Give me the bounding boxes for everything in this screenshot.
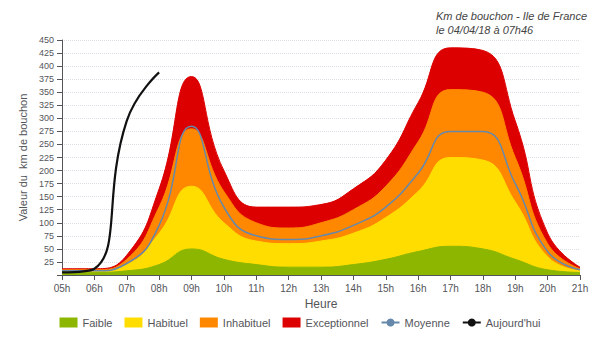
svg-text:Valeur du km de bouchon: Valeur du km de bouchon	[17, 94, 29, 222]
svg-text:12h: 12h	[280, 283, 297, 294]
svg-text:375: 375	[39, 74, 54, 84]
svg-text:400: 400	[39, 61, 54, 71]
svg-text:100: 100	[39, 218, 54, 228]
svg-text:21h: 21h	[572, 283, 589, 294]
svg-text:13h: 13h	[313, 283, 330, 294]
svg-text:Moyenne: Moyenne	[405, 317, 450, 329]
svg-text:Km de bouchon - Ile de France: Km de bouchon - Ile de France	[436, 10, 587, 22]
svg-text:Faible: Faible	[83, 317, 113, 329]
svg-text:450: 450	[39, 35, 54, 45]
svg-text:18h: 18h	[475, 283, 492, 294]
svg-text:05h: 05h	[54, 283, 71, 294]
svg-text:06h: 06h	[86, 283, 103, 294]
svg-text:250: 250	[39, 139, 54, 149]
svg-text:17h: 17h	[442, 283, 459, 294]
svg-text:20h: 20h	[539, 283, 556, 294]
svg-text:125: 125	[39, 205, 54, 215]
svg-text:16h: 16h	[410, 283, 427, 294]
svg-text:08h: 08h	[151, 283, 168, 294]
svg-text:19h: 19h	[507, 283, 524, 294]
svg-text:11h: 11h	[248, 283, 264, 294]
svg-text:25: 25	[44, 257, 54, 267]
svg-text:425: 425	[39, 48, 54, 58]
svg-text:Heure: Heure	[305, 297, 338, 311]
svg-text:300: 300	[39, 113, 54, 123]
svg-text:350: 350	[39, 87, 54, 97]
svg-text:09h: 09h	[183, 283, 200, 294]
svg-text:07h: 07h	[118, 283, 135, 294]
svg-text:275: 275	[39, 126, 54, 136]
svg-text:Aujourd'hui: Aujourd'hui	[486, 317, 541, 329]
svg-text:15h: 15h	[377, 283, 394, 294]
svg-text:le 04/04/18 à 07h46: le 04/04/18 à 07h46	[436, 24, 534, 36]
svg-text:14h: 14h	[345, 283, 362, 294]
svg-text:10h: 10h	[216, 283, 233, 294]
svg-text:50: 50	[44, 244, 54, 254]
svg-text:Inhabituel: Inhabituel	[223, 317, 271, 329]
svg-text:75: 75	[44, 231, 54, 241]
svg-text:325: 325	[39, 100, 54, 110]
svg-text:175: 175	[39, 179, 54, 189]
svg-text:Exceptionnel: Exceptionnel	[306, 317, 369, 329]
svg-text:150: 150	[39, 192, 54, 202]
svg-text:200: 200	[39, 166, 54, 176]
svg-text:225: 225	[39, 153, 54, 163]
svg-text:Habituel: Habituel	[147, 317, 187, 329]
